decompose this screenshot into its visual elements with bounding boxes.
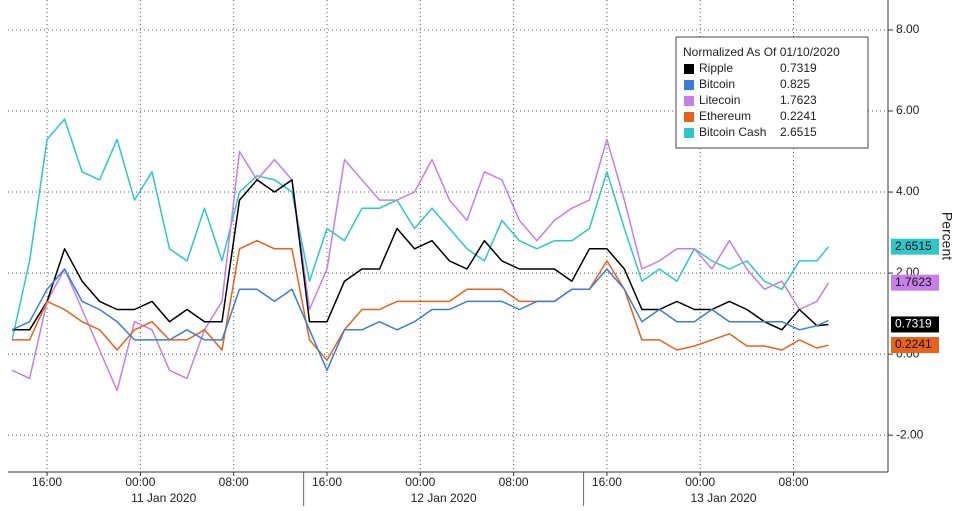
- value-tag-label: 2.6515: [895, 239, 932, 253]
- x-tick-label: 16:00: [312, 475, 342, 489]
- x-tick-label: 08:00: [499, 475, 529, 489]
- series-line: [11, 118, 830, 341]
- plot-area: [8, 0, 888, 472]
- legend-value: 0.2241: [780, 109, 817, 123]
- day-label: 12 Jan 2020: [411, 491, 477, 505]
- value-tag: [891, 238, 939, 255]
- legend-value: 1.7623: [780, 93, 817, 107]
- value-tag-label: 0.2241: [895, 337, 932, 351]
- legend-swatch: [684, 64, 694, 74]
- legend-value: 0.825: [780, 77, 810, 91]
- legend-value: 2.6515: [780, 125, 817, 139]
- legend-swatch: [684, 96, 694, 106]
- value-tag: [891, 337, 939, 354]
- series-line: [12, 239, 829, 361]
- x-tick-label: 00:00: [685, 475, 715, 489]
- y-axis-label: Percent: [939, 212, 955, 260]
- legend-swatch: [684, 112, 694, 122]
- x-tick-label: 16:00: [592, 475, 622, 489]
- series-line: [11, 268, 829, 372]
- day-label: 11 Jan 2020: [131, 491, 196, 505]
- y-tick-label: 4.00: [896, 184, 920, 198]
- legend-label: Ripple: [699, 61, 733, 75]
- legend-label: Bitcoin Cash: [699, 125, 766, 139]
- legend-label: Bitcoin: [699, 77, 735, 91]
- legend-value: 0.7319: [780, 61, 817, 75]
- legend-box: [675, 36, 869, 149]
- x-tick-label: 00:00: [125, 475, 155, 489]
- y-tick-label: -2.00: [896, 427, 924, 441]
- day-label: 13 Jan 2020: [691, 491, 757, 505]
- y-tick-label: 8.00: [896, 22, 920, 36]
- value-tag: [891, 316, 939, 333]
- x-tick-label: 16:00: [32, 475, 62, 489]
- x-tick-label: 08:00: [779, 475, 809, 489]
- series-line: [12, 179, 829, 331]
- x-tick-label: 08:00: [219, 475, 249, 489]
- series-line: [11, 138, 830, 392]
- y-tick-label: 6.00: [896, 103, 920, 117]
- x-tick-label: 00:00: [405, 475, 435, 489]
- legend-title: Normalized As Of 01/10/2020: [683, 45, 840, 59]
- legend-swatch: [684, 80, 694, 90]
- legend-swatch: [684, 128, 694, 138]
- legend: Normalized As Of 01/10/2020 Ripple 0.7319…: [675, 36, 869, 149]
- value-tag: [891, 274, 939, 291]
- value-tag-label: 0.7319: [895, 317, 932, 331]
- legend-label: Ethereum: [699, 109, 751, 123]
- value-tag-label: 1.7623: [895, 275, 932, 289]
- legend-label: Litecoin: [699, 93, 740, 107]
